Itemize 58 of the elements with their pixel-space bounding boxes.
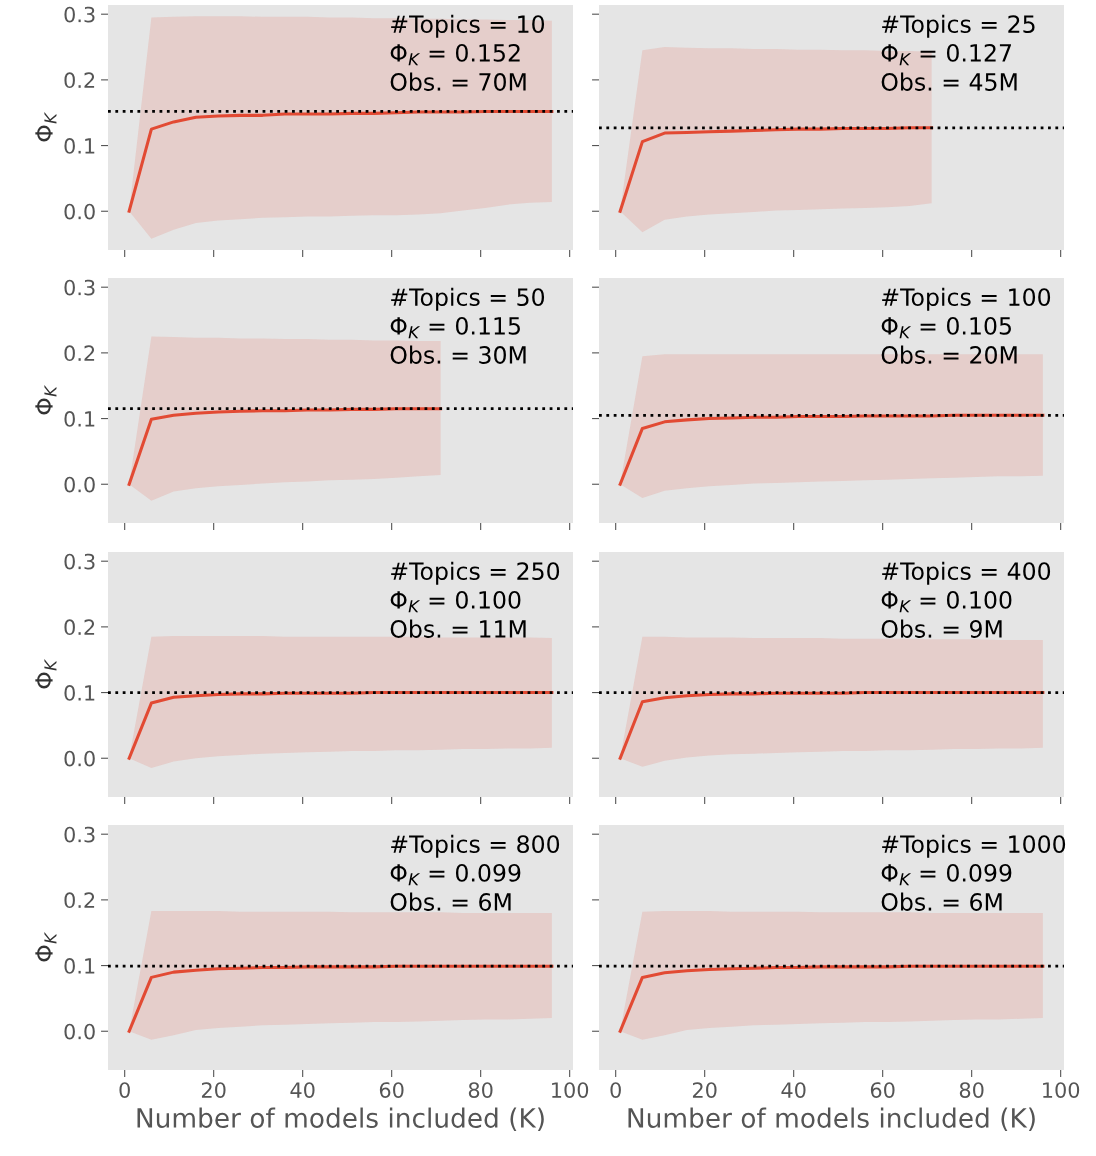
annotation: Φ$_{K}$ = 0.099 (881, 863, 1012, 886)
y-axis-title: Φ$_{K}$ (35, 658, 57, 689)
x-tick-label: 40 (290, 1082, 315, 1098)
annotation: Obs. = 6M (390, 892, 511, 911)
x-tick-label: 20 (201, 1082, 226, 1098)
y-tick-label: 0.0 (64, 476, 95, 493)
annotation: #Topics = 400 (882, 561, 1051, 585)
x-tick-label: 60 (870, 1082, 895, 1098)
x-tick-label: 0 (610, 1082, 621, 1098)
annotation: Φ$_{K}$ = 0.099 (390, 863, 521, 886)
x-axis-title: Number of models included (K) (628, 1107, 1035, 1132)
annotation: Φ$_{K}$ = 0.100 (390, 590, 521, 613)
y-axis-title: Φ$_{K}$ (35, 931, 57, 962)
x-tick-label: 100 (552, 1082, 589, 1098)
x-tick-label: 40 (781, 1082, 806, 1098)
y-tick-label: 0.3 (64, 279, 95, 296)
y-tick-label: 0.3 (64, 6, 95, 23)
annotation: #Topics = 50 (391, 287, 545, 311)
annotation: #Topics = 250 (391, 561, 560, 585)
annotation: Φ$_{K}$ = 0.115 (390, 316, 520, 339)
y-tick-label: 0.1 (64, 411, 95, 427)
annotation: Φ$_{K}$ = 0.152 (390, 43, 520, 66)
annotation: Φ$_{K}$ = 0.127 (881, 43, 1011, 66)
annotation: Φ$_{K}$ = 0.100 (881, 590, 1012, 613)
x-tick-label: 80 (468, 1082, 493, 1098)
annotation: Φ$_{K}$ = 0.105 (881, 316, 1011, 339)
annotation: Obs. = 9M (881, 619, 1002, 638)
annotation: #Topics = 25 (882, 14, 1035, 38)
y-tick-label: 0.2 (64, 72, 95, 89)
annotation: Obs. = 11M (390, 619, 526, 638)
x-tick-label: 100 (1043, 1082, 1080, 1098)
y-tick-label: 0.2 (64, 892, 95, 909)
y-tick-label: 0.2 (64, 345, 95, 362)
annotation: #Topics = 800 (391, 834, 560, 858)
y-axis-title: Φ$_{K}$ (35, 384, 57, 415)
y-tick-label: 0.3 (64, 826, 95, 843)
y-tick-label: 0.2 (64, 619, 95, 636)
annotation: #Topics = 1000 (882, 834, 1066, 858)
annotation: Obs. = 70M (390, 72, 526, 91)
x-axis-title: Number of models included (K) (137, 1107, 544, 1132)
annotation: Obs. = 30M (390, 345, 526, 364)
x-tick-label: 60 (379, 1082, 404, 1098)
y-tick-label: 0.3 (64, 553, 95, 570)
y-tick-label: 0.1 (64, 138, 95, 154)
x-tick-label: 80 (959, 1082, 984, 1098)
annotation: #Topics = 10 (391, 14, 545, 38)
annotation: Obs. = 6M (881, 892, 1002, 911)
y-axis-title: Φ$_{K}$ (35, 111, 57, 142)
x-tick-label: 20 (692, 1082, 717, 1098)
y-tick-label: 0.1 (64, 958, 95, 974)
y-tick-label: 0.0 (64, 1023, 95, 1040)
y-tick-label: 0.0 (64, 750, 95, 767)
y-tick-label: 0.1 (64, 685, 95, 701)
y-tick-label: 0.0 (64, 203, 95, 220)
annotation: Obs. = 45M (881, 72, 1017, 91)
annotation: Obs. = 20M (881, 345, 1017, 364)
annotation: #Topics = 100 (882, 287, 1051, 311)
x-tick-label: 0 (119, 1082, 130, 1098)
